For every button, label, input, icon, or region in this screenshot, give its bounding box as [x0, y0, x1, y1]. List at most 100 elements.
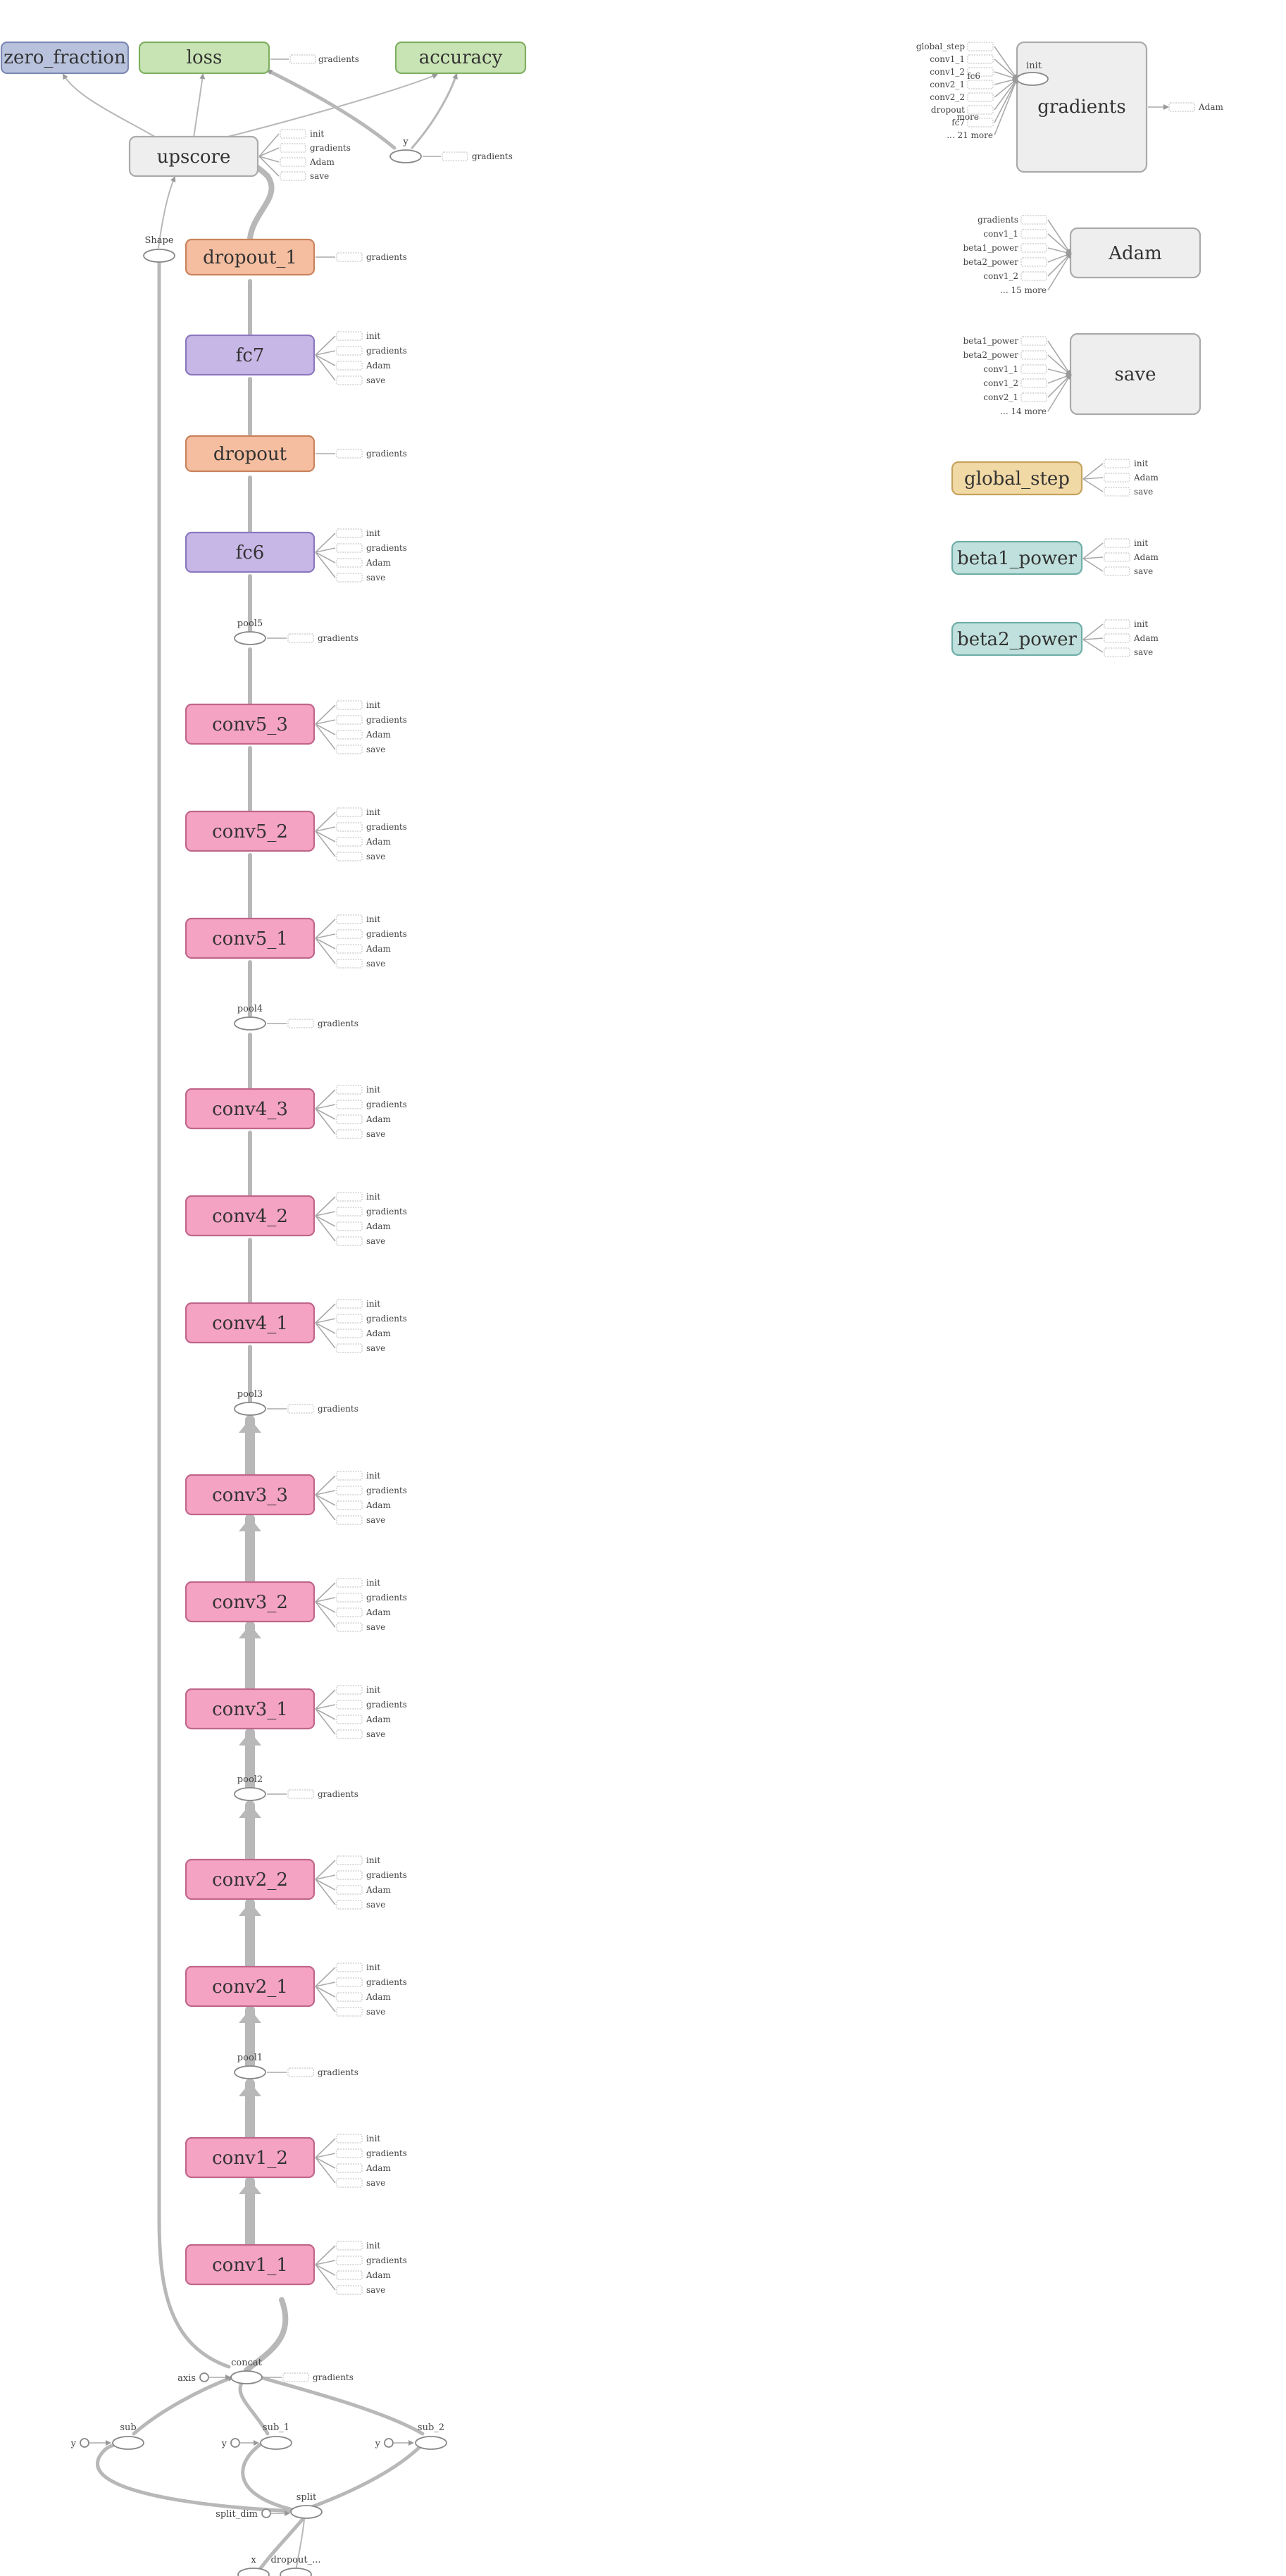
upscore-node[interactable]: upscore [128, 135, 259, 178]
shape-label: Shape [144, 235, 173, 246]
fc6-aux-label-save: save [366, 573, 385, 583]
conv5-3-aux-line-init [315, 704, 336, 725]
global-step-aux-line-save [1082, 478, 1104, 492]
beta2-power-node[interactable]: beta2_power [951, 621, 1083, 657]
fc6-aux-box-init [336, 528, 363, 538]
concat-node[interactable]: concat gradients [230, 2358, 354, 2384]
x-node[interactable]: x [237, 2555, 270, 2576]
beta1-power-aux-label-adam: Adam [1133, 552, 1159, 562]
conv5-2-node[interactable]: conv5_2 [185, 810, 316, 852]
input-label-beta2-power-3: beta2_power [963, 257, 1019, 267]
dropout-input-node[interactable]: dropout_... [270, 2555, 321, 2576]
shape-node[interactable]: Shape [143, 235, 175, 263]
conv3-1-node[interactable]: conv3_1 [185, 1688, 316, 1730]
dropout-node[interactable]: dropout [185, 435, 316, 473]
vgg-trunk: dropout_1 fc7 dropout fc6 pool5 conv5_3 conv5_… [185, 238, 316, 2286]
beta2-power-aux-label-save: save [1134, 647, 1153, 657]
conv3-2-aux-line-gradients [315, 1597, 336, 1603]
gradients-group[interactable]: gradients init Adam [1016, 41, 1224, 173]
conv1-2-aux-line-save [315, 2157, 336, 2184]
loss-node[interactable]: loss [138, 41, 270, 75]
fc6-aux-box-gradients [336, 543, 363, 553]
conv4-1-aux-label-save: save [366, 1343, 385, 1353]
conv4-3-aux-label-save: save [366, 1129, 385, 1139]
arrowhead-conv3-1 [239, 1731, 261, 1746]
upscore-aux-label-gradients: gradients [310, 143, 351, 153]
conv4-2-aux-label-save: save [366, 1236, 385, 1246]
conv5-1-node[interactable]: conv5_1 [185, 917, 316, 959]
pool2-node[interactable]: pool2 [234, 1774, 266, 1801]
conv4-2-node[interactable]: conv4_2 [185, 1195, 316, 1237]
conv3-2-aux-box-init [336, 1578, 363, 1588]
arrowhead-pool1 [239, 2082, 261, 2096]
fc7-aux-line-save [315, 354, 336, 381]
upscore-aux-line-init [258, 133, 280, 157]
dropout-1-aux-label-gradients: gradients [366, 252, 407, 262]
conv3-1-aux-box-gradients [336, 1700, 363, 1710]
input-more-line [994, 77, 1018, 136]
fc7-label: fc7 [236, 345, 265, 366]
loss-box [138, 41, 270, 75]
edge-upscore-loss [193, 73, 206, 139]
conv2-1-aux-line-gradients [315, 1981, 336, 1987]
upscore-aux-label-init: init [310, 129, 324, 139]
sub-2-node[interactable]: sub_2 y [375, 2422, 447, 2450]
edge-y-accuracy [411, 73, 458, 149]
conv4-1-aux-box-save [336, 1343, 363, 1353]
global-step-aux-line-init [1082, 463, 1104, 480]
conv4-3-label: conv4_3 [212, 1099, 288, 1120]
save-group[interactable]: save [1069, 332, 1201, 416]
fc7-node[interactable]: fc7 [185, 334, 316, 376]
conv5-3-node[interactable]: conv5_3 [185, 703, 316, 745]
pool5-node[interactable]: pool5 [234, 618, 266, 645]
conv1-2-node[interactable]: conv1_2 [185, 2136, 316, 2179]
sub-1-node[interactable]: sub_1 y [221, 2422, 292, 2450]
loss-aux-gradients[interactable]: gradients [270, 54, 359, 64]
accuracy-node[interactable]: accuracy [394, 41, 527, 75]
pool4-node[interactable]: pool4 [234, 1004, 266, 1031]
fc6-node[interactable]: fc6 [185, 531, 316, 573]
conv4-3-box [185, 1088, 316, 1130]
beta2-power-aux-box-adam [1104, 633, 1130, 643]
conv1-1-node[interactable]: conv1_1 [185, 2244, 316, 2286]
dropout-1-node[interactable]: dropout_1 [185, 238, 316, 276]
conv2-1-aux-label-gradients: gradients [366, 1977, 407, 1987]
sub-node[interactable]: sub y [70, 2422, 144, 2450]
conv2-1-node[interactable]: conv2_1 [185, 1965, 316, 2008]
conv2-2-node[interactable]: conv2_2 [185, 1858, 316, 1900]
split-node[interactable]: split split_dim [216, 2492, 323, 2520]
conv5-3-aux-label-save: save [366, 745, 385, 754]
input-line-beta2-power-3 [1047, 252, 1072, 263]
conv1-1-aux-line-save [315, 2264, 336, 2291]
conv4-1-node[interactable]: conv4_1 [185, 1302, 316, 1344]
beta1-power-node[interactable]: beta1_power [951, 540, 1083, 575]
conv5-2-aux-box-gradients [336, 822, 363, 832]
conv3-1-aux-box-save [336, 1729, 363, 1739]
axis-node[interactable]: axis [177, 2372, 231, 2384]
zero-fraction-node[interactable]: zero_fraction [0, 41, 130, 75]
conv4-2-aux-label-init: init [366, 1192, 380, 1202]
edge-split-sub2 [308, 2442, 425, 2510]
conv5-2-aux-label-gradients: gradients [366, 822, 407, 832]
conv2-1-aux-label-adam: Adam [366, 1992, 392, 2002]
adam-group[interactable]: Adam [1069, 227, 1201, 279]
conv3-3-node[interactable]: conv3_3 [185, 1474, 316, 1516]
input-box-conv1-2-2 [967, 67, 994, 77]
fc6-aux-line-adam [315, 552, 336, 564]
y-top-node[interactable]: y gradients [389, 137, 513, 163]
conv1-1-aux-label-adam: Adam [366, 2270, 392, 2280]
conv5-2-aux-label-save: save [366, 852, 385, 861]
save-title: save [1115, 364, 1156, 385]
conv4-3-node[interactable]: conv4_3 [185, 1088, 316, 1130]
pool3-node[interactable]: pool3 [234, 1389, 266, 1416]
conv3-2-node[interactable]: conv3_2 [185, 1581, 316, 1623]
global-step-node[interactable]: global_step [951, 461, 1083, 496]
conv1-1-aux-label-gradients: gradients [366, 2255, 407, 2265]
pool1-node[interactable]: pool1 [234, 2053, 266, 2079]
pool2-label: pool2 [237, 1774, 263, 1785]
pool5-aux-box-gradients [287, 633, 314, 643]
gradients-input-overlap-more: more [957, 112, 979, 122]
y-top-aux-label: gradients [472, 151, 513, 161]
pool2-aux-label-gradients: gradients [318, 1789, 358, 1799]
